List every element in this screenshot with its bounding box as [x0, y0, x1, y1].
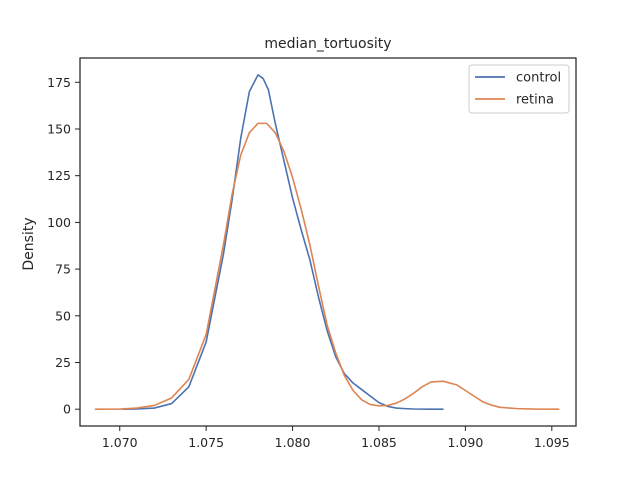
legend-label-control: control	[516, 71, 561, 86]
series-line-retina	[94, 122, 560, 410]
y-tick-label: 175	[47, 75, 71, 90]
x-tick-label: 1.075	[188, 435, 224, 450]
y-tick-label: 0	[63, 402, 71, 417]
x-tick-label: 1.080	[275, 435, 311, 450]
legend: control retina	[468, 64, 570, 114]
x-tick-label: 1.085	[361, 435, 397, 450]
y-tick-label: 125	[47, 168, 71, 183]
x-tick-label: 1.095	[534, 435, 570, 450]
legend-label-retina: retina	[516, 93, 554, 108]
y-axis-label: Density	[21, 217, 37, 270]
series-layer	[94, 74, 560, 410]
chart-title: median_tortuosity	[264, 36, 391, 52]
y-tick-label: 150	[47, 121, 71, 136]
plot-frame	[79, 57, 577, 427]
y-tick-label: 75	[55, 262, 71, 277]
ticks-layer: 1.070 1.075 1.080 1.085 1.090 1.095 0 25 50 75 100…	[47, 75, 570, 450]
y-tick-label: 50	[55, 308, 71, 323]
y-tick-label: 100	[47, 215, 71, 230]
x-tick-label: 1.070	[102, 435, 138, 450]
y-tick-label: 25	[55, 355, 71, 370]
x-tick-label: 1.090	[447, 435, 483, 450]
